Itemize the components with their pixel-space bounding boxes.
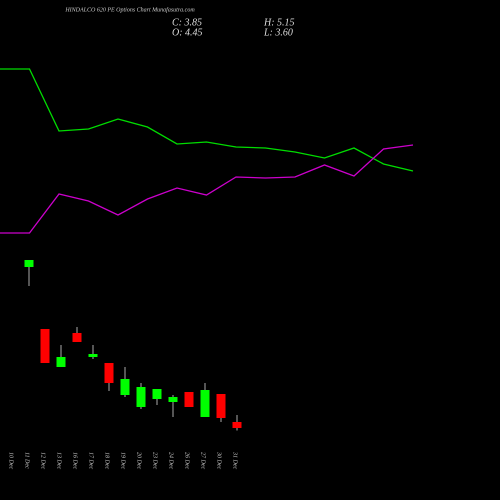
candle-body [200, 390, 210, 417]
x-tick-label: 11 Dec [24, 452, 30, 469]
x-tick-label: 31 Dec [232, 451, 238, 469]
ohlc-label: C: 3.85 [172, 17, 202, 28]
x-tick-label: 27 Dec [200, 452, 206, 469]
candle-body [136, 387, 146, 407]
candle-body [104, 363, 114, 383]
x-tick-label: 10 Dec [8, 452, 14, 469]
candle-body [56, 357, 66, 367]
candle-body [184, 392, 194, 407]
x-tick-label: 24 Dec [168, 452, 175, 469]
x-tick-label: 23 Dec [152, 452, 158, 469]
x-tick-label: 19 Dec [120, 452, 126, 469]
x-tick-label: 17 Dec [88, 452, 94, 469]
candle-body [120, 379, 130, 395]
x-tick-label: 30 Dec [216, 451, 222, 469]
candle-body [88, 354, 98, 357]
candle-body [24, 260, 34, 267]
candle-body [72, 333, 82, 342]
chart-title: HINDALCO 620 PE Options Chart Munafasutr… [64, 6, 195, 13]
ohlc-label: L: 3.60 [263, 27, 293, 38]
candle-body [40, 329, 50, 363]
x-tick-label: 26 Dec [184, 452, 190, 469]
x-tick-label: 12 Dec [40, 452, 46, 469]
line [0, 68, 414, 172]
candle-body [216, 394, 226, 418]
ohlc-label: H: 5.15 [263, 17, 295, 28]
line [0, 144, 414, 234]
x-tick-label: 20 Dec [136, 452, 142, 469]
ohlc-label: O: 4.45 [172, 27, 203, 38]
x-tick-label: 18 Dec [104, 452, 110, 469]
candle-body [168, 397, 178, 402]
candle-body [152, 389, 162, 399]
candle-body [232, 422, 242, 428]
x-tick-label: 16 Dec [72, 452, 78, 469]
x-tick-label: 13 Dec [56, 452, 62, 469]
